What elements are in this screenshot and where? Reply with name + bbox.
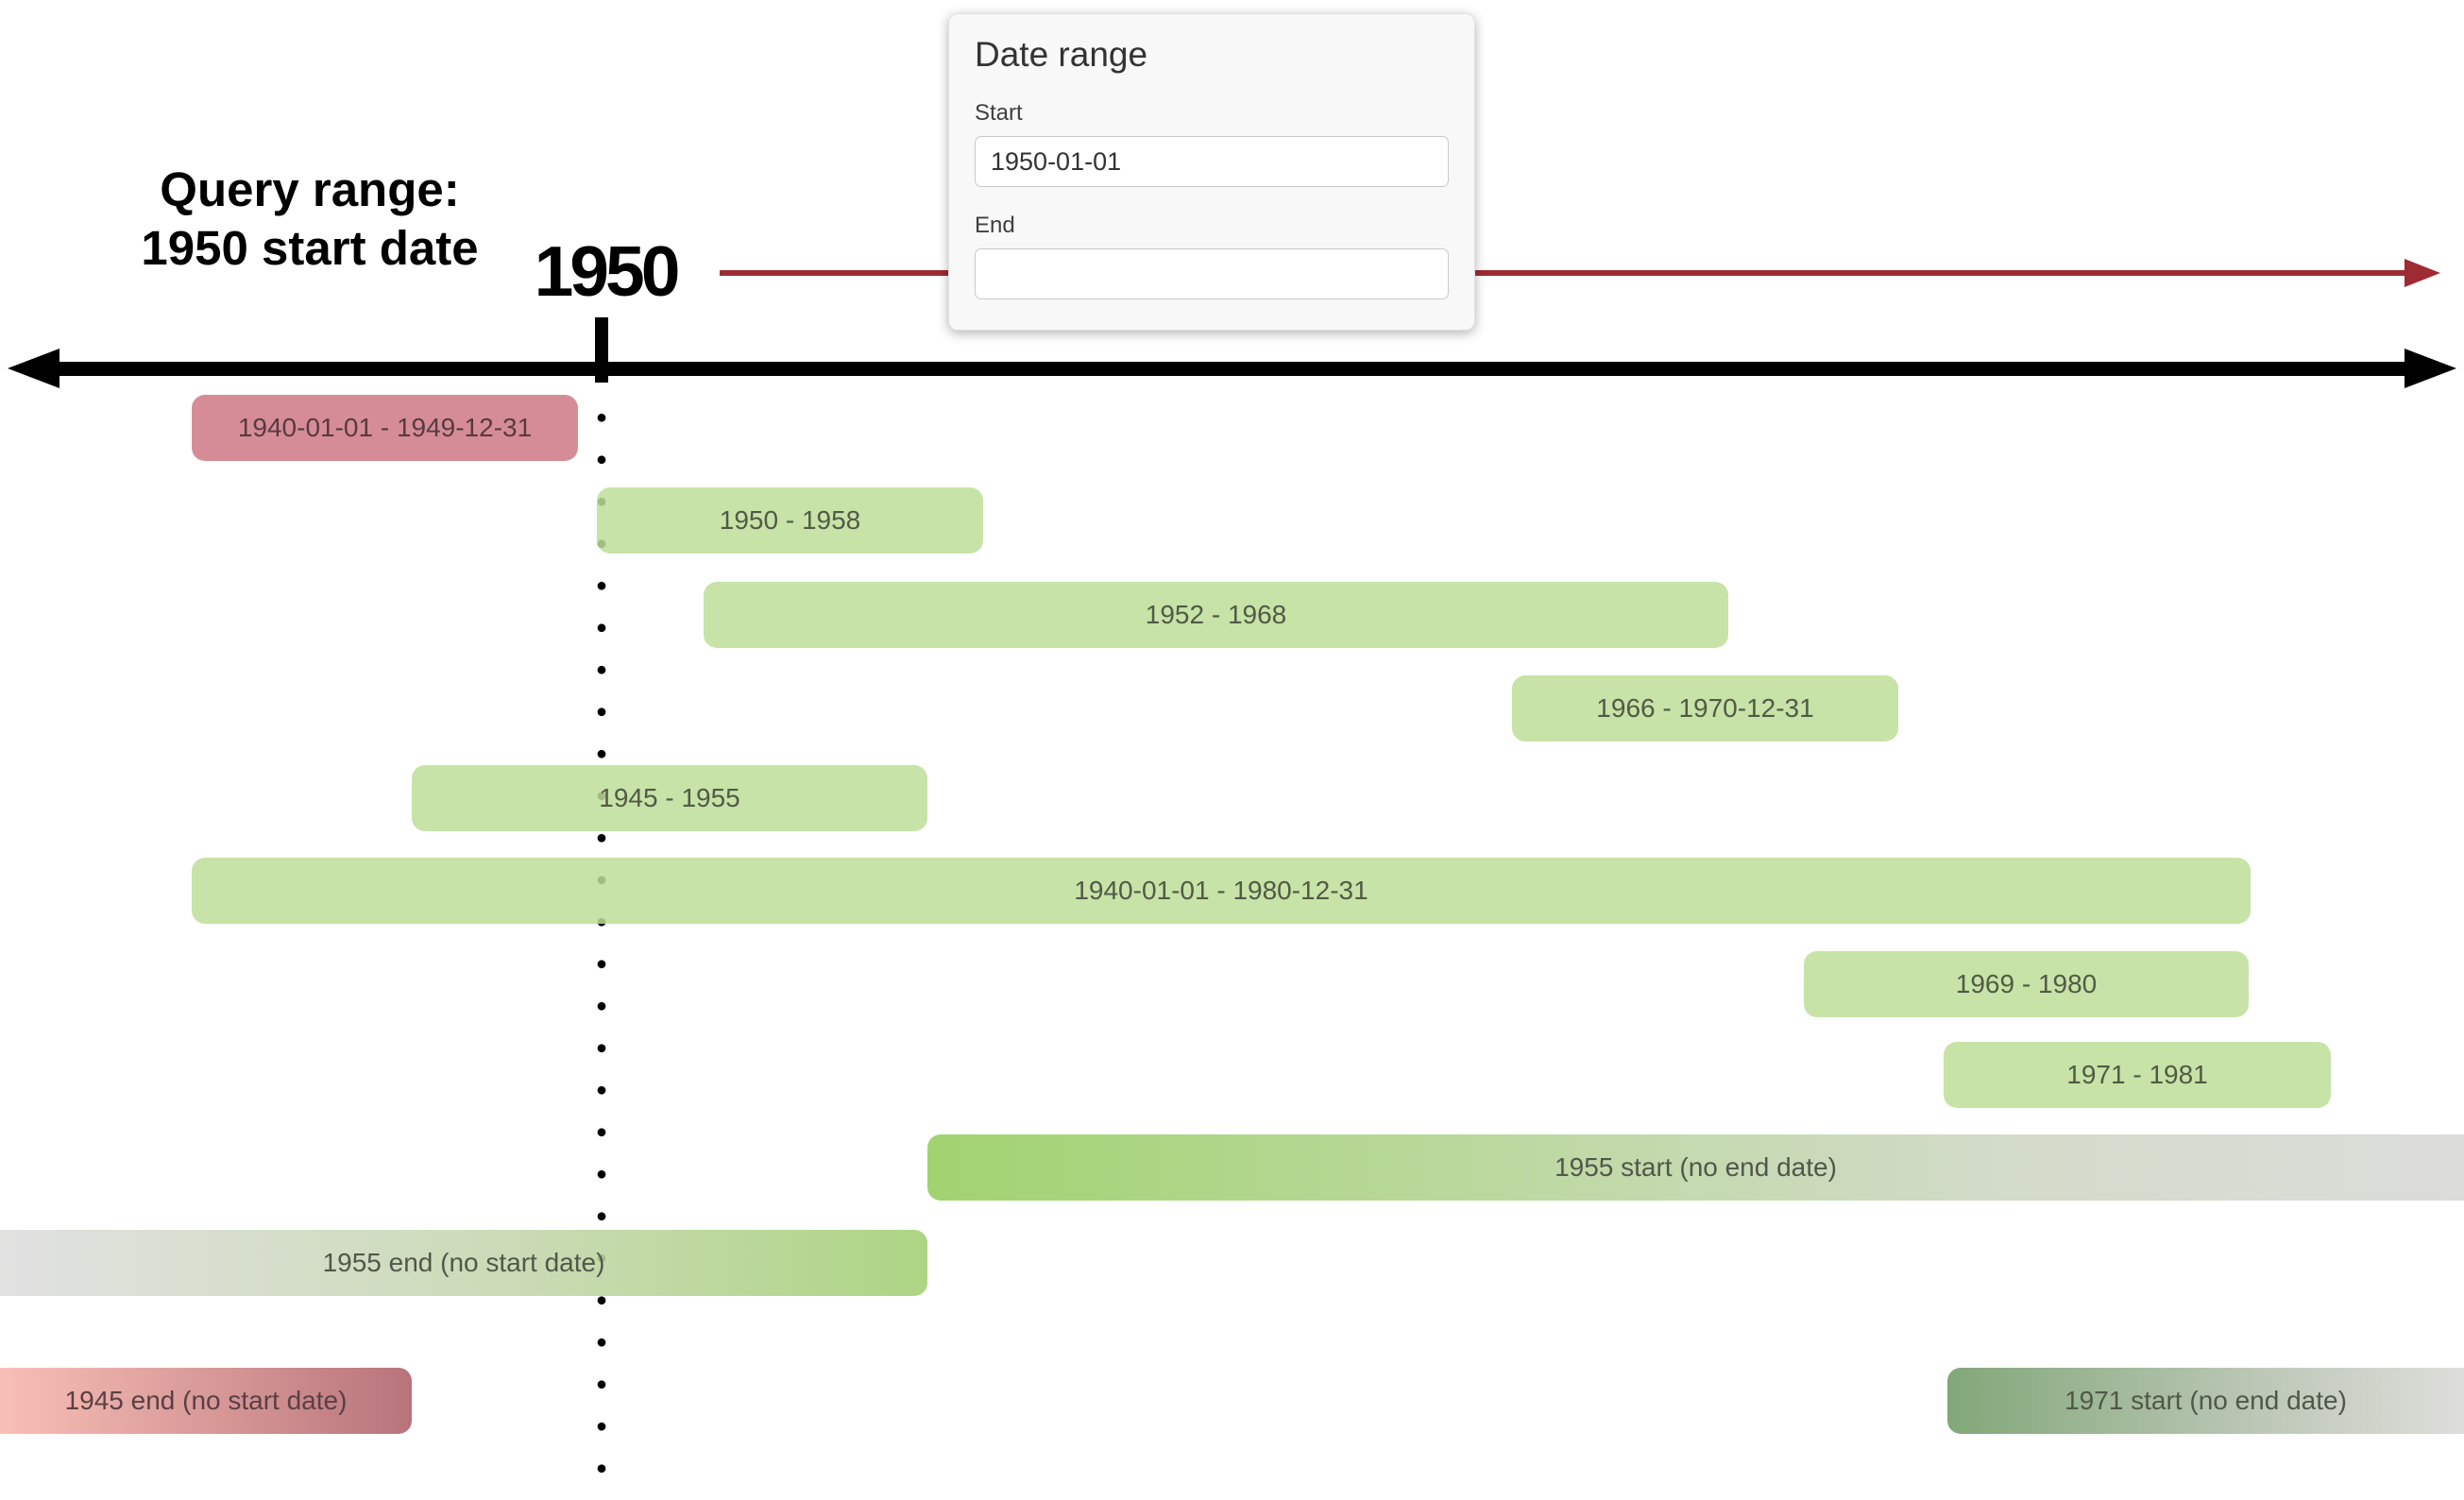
query-arrow-line: [720, 270, 2410, 276]
query-arrow-right-arrowhead-icon: [2405, 259, 2440, 287]
query-range-annotation-line1: Query range:: [160, 162, 460, 216]
range-bar-included: 1952 - 1968: [704, 582, 1728, 648]
year-1950-dotted-guideline: [597, 397, 606, 1500]
timeline-axis: [49, 362, 2415, 376]
range-bar-label: 1969 - 1980: [1955, 969, 2098, 998]
range-bar-included: 1940-01-01 - 1980-12-31: [192, 858, 2251, 924]
range-bar-open-start: 1955 end (no start date): [0, 1230, 927, 1296]
year-marker-label: 1950: [534, 231, 681, 311]
range-bar-label: 1940-01-01 - 1949-12-31: [237, 413, 533, 442]
date-range-panel-title: Date range: [975, 35, 1148, 74]
date-range-panel: Date range Start End: [948, 13, 1475, 331]
range-bar-included: 1945 - 1955: [412, 765, 927, 831]
start-date-input[interactable]: [975, 136, 1449, 187]
range-bar-included: 1966 - 1970-12-31: [1512, 675, 1898, 741]
end-field-label: End: [975, 213, 1015, 238]
timeline-left-arrowhead-icon: [8, 349, 59, 388]
range-bar-label: 1971 - 1981: [2066, 1060, 2208, 1089]
range-bar-excluded: 1940-01-01 - 1949-12-31: [192, 395, 578, 461]
range-bar-label: 1955 end (no start date): [322, 1248, 605, 1277]
range-bar-label: 1950 - 1958: [719, 505, 861, 535]
range-bar-label: 1940-01-01 - 1980-12-31: [1074, 876, 1368, 905]
query-range-annotation-line2: 1950 start date: [141, 221, 479, 276]
range-bar-open-ended: 1955 start (no end date): [927, 1134, 2464, 1201]
range-bar-label: 1952 - 1968: [1145, 600, 1287, 629]
range-bar-label: 1955 start (no end date): [1555, 1152, 1837, 1182]
range-bar-included: 1971 - 1981: [1944, 1042, 2331, 1108]
range-bar-included: 1969 - 1980: [1804, 951, 2249, 1017]
start-field-label: Start: [975, 100, 1023, 126]
range-bar-label: 1971 start (no end date): [2065, 1386, 2347, 1415]
range-bar-excluded-open-start: 1945 end (no start date): [0, 1368, 412, 1434]
range-bar-open-ended: 1971 start (no end date): [1947, 1368, 2464, 1434]
range-bar-label: 1945 - 1955: [599, 783, 740, 812]
query-range-annotation: Query range: 1950 start date: [97, 161, 522, 278]
year-1950-tick: [595, 317, 608, 383]
timeline-right-arrowhead-icon: [2405, 349, 2456, 388]
range-bar-included: 1950 - 1958: [597, 487, 983, 554]
range-bar-label: 1945 end (no start date): [64, 1386, 348, 1415]
range-bar-label: 1966 - 1970-12-31: [1596, 693, 1814, 723]
end-date-input[interactable]: [975, 248, 1449, 299]
